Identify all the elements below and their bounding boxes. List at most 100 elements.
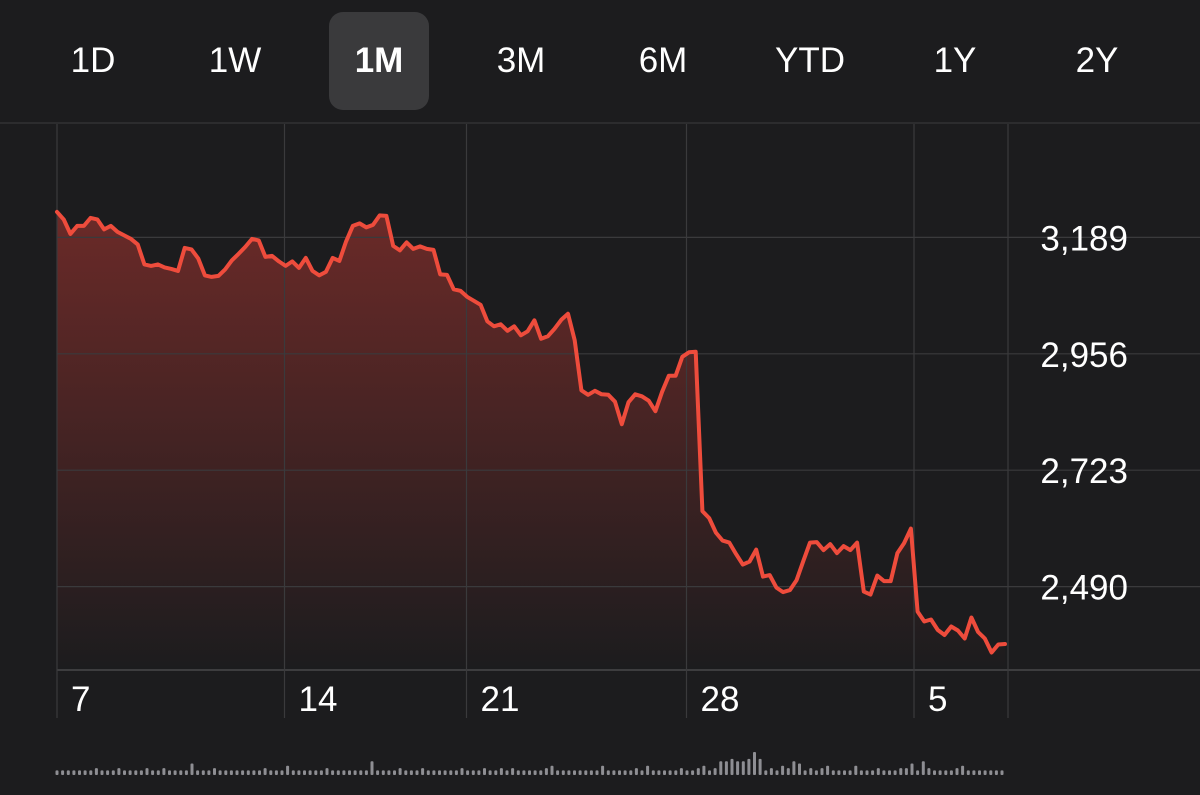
volume-bar: [769, 768, 773, 775]
volume-bar: [348, 770, 351, 775]
volume-bar: [859, 770, 863, 775]
volume-bar: [449, 770, 453, 775]
volume-bar: [483, 768, 486, 775]
volume-bar: [691, 770, 695, 775]
volume-bar: [713, 768, 717, 775]
y-tick-label: 2,956: [1040, 336, 1128, 375]
price-area-fill: [57, 211, 1005, 670]
volume-bar: [882, 770, 886, 775]
volume-bar: [393, 770, 396, 775]
volume-bar: [286, 765, 290, 775]
volume-bar: [241, 770, 245, 775]
volume-bar: [94, 768, 98, 775]
volume-bar: [663, 770, 666, 775]
volume-bar: [972, 770, 976, 775]
volume-bar: [83, 770, 87, 775]
volume-bar: [291, 770, 295, 775]
volume-bar: [213, 768, 216, 775]
volume-bar: [229, 770, 233, 775]
volume-bar: [893, 770, 897, 775]
volume-bar: [426, 770, 430, 775]
volume-bar: [201, 770, 205, 775]
volume-bar: [803, 770, 807, 775]
volume-bar: [831, 770, 835, 775]
y-tick-label: 2,723: [1040, 452, 1128, 491]
volume-bar: [578, 770, 582, 775]
volume-bar: [786, 768, 790, 775]
volume-bar: [173, 770, 177, 775]
volume-bar: [820, 768, 824, 775]
volume-bar: [55, 770, 59, 775]
volume-bar: [679, 768, 683, 775]
volume-bar: [719, 761, 723, 775]
volume-bar: [252, 770, 256, 775]
volume-bar: [331, 770, 335, 775]
volume-bar: [516, 770, 520, 775]
volume-bar: [404, 770, 408, 775]
volume-bar: [117, 768, 121, 775]
volume-bar: [843, 770, 846, 775]
volume-bar: [837, 770, 841, 775]
range-tab-1d[interactable]: 1D: [70, 41, 116, 80]
volume-bar: [162, 768, 166, 775]
volume-bar: [303, 770, 306, 775]
volume-bar: [342, 770, 346, 775]
volume-bar: [364, 770, 368, 775]
volume-bar: [792, 761, 796, 775]
volume-bar: [949, 770, 953, 775]
volume-bar: [708, 770, 711, 775]
volume-bar: [139, 770, 143, 775]
range-tab-1w[interactable]: 1W: [208, 41, 262, 80]
volume-bar: [938, 770, 942, 775]
volume-bar: [724, 761, 728, 775]
range-tab-1y[interactable]: 1Y: [933, 41, 977, 80]
volume-bar: [528, 770, 531, 775]
range-tab-1m[interactable]: 1M: [329, 12, 429, 110]
volume-bar: [533, 770, 537, 775]
volume-bar: [78, 770, 81, 775]
y-tick-label: 3,189: [1040, 219, 1128, 258]
volume-bar: [511, 768, 515, 775]
volume-bar: [629, 770, 633, 775]
volume-bar: [646, 765, 650, 775]
range-tab-2y[interactable]: 2Y: [1075, 41, 1119, 80]
volume-bar: [370, 761, 374, 775]
volume-bar: [798, 763, 801, 775]
volume-bar: [753, 752, 756, 775]
volume-bar: [263, 768, 267, 775]
x-tick-label: 7: [71, 680, 90, 719]
volume-bar: [741, 761, 745, 775]
volume-bar: [179, 770, 183, 775]
volume-bar: [438, 770, 441, 775]
volume-bar: [814, 770, 818, 775]
volume-bar: [145, 768, 149, 775]
range-tab-ytd[interactable]: YTD: [775, 41, 845, 80]
volume-bar: [955, 768, 959, 775]
volume-bar: [168, 770, 171, 775]
volume-bar: [1000, 770, 1004, 775]
volume-bar: [567, 770, 571, 775]
volume-bar: [640, 770, 644, 775]
volume-bar: [336, 770, 340, 775]
volume-bar: [359, 770, 363, 775]
range-tab-6m[interactable]: 6M: [638, 41, 688, 80]
price-line[interactable]: [55, 209, 1007, 655]
header-divider: [0, 122, 1200, 124]
volume-bar: [904, 768, 908, 775]
volume-bar: [297, 770, 301, 775]
volume-bar: [207, 770, 211, 775]
volume-bar: [730, 758, 734, 775]
volume-bar: [589, 770, 593, 775]
volume-bar: [888, 770, 891, 775]
volume-bar: [409, 770, 413, 775]
y-tick-label: 2,490: [1040, 569, 1128, 608]
range-tab-3m[interactable]: 3M: [496, 41, 546, 80]
volume-bar: [319, 770, 323, 775]
volume-bar: [123, 770, 126, 775]
volume-bar: [522, 770, 526, 775]
volume-bar: [196, 770, 200, 775]
volume-bar: [612, 770, 616, 775]
volume-bar: [871, 770, 875, 775]
x-tick-label: 5: [928, 680, 947, 719]
